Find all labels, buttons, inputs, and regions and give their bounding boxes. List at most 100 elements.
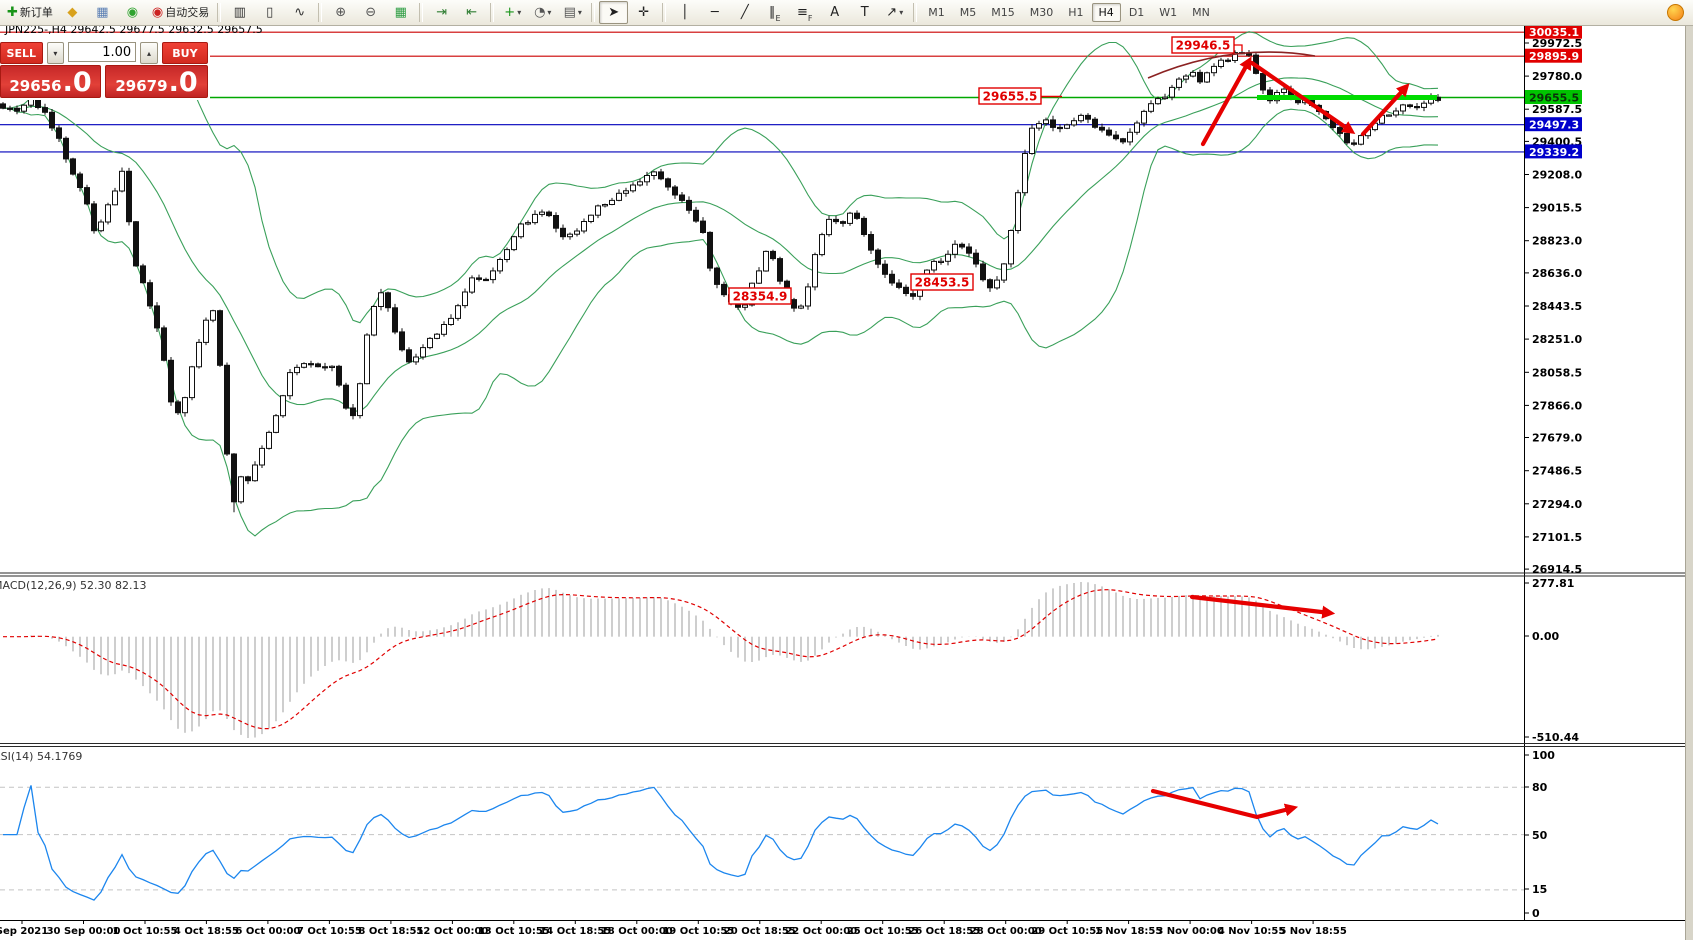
periods-button[interactable]: ◔ ▾ bbox=[528, 1, 557, 24]
toolbar-separator bbox=[419, 3, 424, 22]
community-icon[interactable] bbox=[1667, 4, 1684, 21]
timeframe-w1[interactable]: W1 bbox=[1159, 6, 1178, 19]
top-arc-annotation bbox=[1147, 51, 1316, 79]
new-order-icon: ✚ bbox=[7, 5, 18, 20]
zoom-in-icon: ⊕ bbox=[335, 5, 347, 20]
trendline-button[interactable]: ╱ bbox=[730, 1, 759, 24]
date-axis-label: 22 Oct 00:00 bbox=[785, 926, 857, 937]
buy-price-panel[interactable]: 29679 .0 bbox=[105, 65, 208, 98]
price-annotation-text: 29655.5 bbox=[983, 90, 1038, 104]
timeframe-m5[interactable]: M5 bbox=[959, 6, 977, 19]
price-badge: 30035.1 bbox=[1529, 26, 1579, 39]
date-axis-label: 19 Oct 10:55 bbox=[662, 926, 734, 937]
date-axis-label: 13 Oct 10:55 bbox=[478, 926, 550, 937]
text-label-button[interactable]: T bbox=[850, 1, 879, 24]
price-badge: 29895.9 bbox=[1529, 50, 1579, 63]
volume-decrease-button[interactable]: ▾ bbox=[46, 42, 65, 64]
line-chart-icon: ∿ bbox=[294, 5, 306, 20]
shapes-icon: ↗ bbox=[886, 5, 898, 20]
cursor-button[interactable]: ➤ bbox=[599, 1, 629, 24]
line-chart-button[interactable]: ∿ bbox=[285, 1, 314, 24]
chevron-down-icon: ▾ bbox=[517, 7, 522, 17]
bollinger-lower bbox=[2, 107, 1439, 537]
signal-button[interactable]: ◉ bbox=[118, 1, 147, 24]
shapes-button[interactable]: ↗ ▾ bbox=[880, 1, 909, 24]
sell-button[interactable]: SELL bbox=[0, 42, 43, 64]
toolbar-separator bbox=[490, 3, 495, 22]
new-order-button[interactable]: ✚ 新订单 bbox=[3, 1, 57, 24]
date-axis-label: 30 Sep 00:00 bbox=[47, 926, 121, 937]
text-button[interactable]: A bbox=[820, 1, 849, 24]
price-annotation-text: 28354.9 bbox=[733, 290, 788, 304]
date-axis-label: 28 Oct 00:00 bbox=[970, 926, 1042, 937]
price-axis-label: 26914.5 bbox=[1532, 563, 1582, 576]
price-badge: 29497.3 bbox=[1529, 119, 1579, 132]
date-axis-label: Sep 2021 bbox=[0, 926, 48, 937]
chart-title: JPN225-,H4 29642.5 29677.5 29632.5 29657… bbox=[5, 23, 263, 36]
timeframe-m15[interactable]: M15 bbox=[991, 6, 1015, 19]
timeframe-m1[interactable]: M1 bbox=[928, 6, 945, 19]
horizontal-line-button[interactable]: ─ bbox=[700, 1, 729, 24]
buy-button[interactable]: BUY bbox=[161, 42, 209, 64]
date-axis-label: 26 Oct 18:55 bbox=[908, 926, 980, 937]
volume-increase-button[interactable]: ▴ bbox=[140, 42, 158, 64]
bar-chart-icon: ▥ bbox=[233, 5, 246, 20]
market-watch-button[interactable]: ◆ bbox=[58, 1, 87, 24]
price-annotation-box bbox=[728, 287, 792, 305]
crosshair-button[interactable]: ✛ bbox=[629, 1, 658, 24]
autotrade-button-label: 自动交易 bbox=[165, 6, 210, 19]
toolbar: ✚ 新订单 ◆ ▦ ◉ ◉ 自动交易 ▥ ▯ ∿ ⊕ ⊖ ▦ ⇥ ⇤ + ▾ ◔ ▾ ▤ ▾ ➤ ✛ │ ─ ╱ ∥ E ≡ F A T ↗ ▾ M… bbox=[0, 0, 1693, 26]
price-axis-label: 29015.5 bbox=[1532, 202, 1582, 215]
timeframe-h1[interactable]: H1 bbox=[1068, 6, 1084, 19]
trend-arrow-up-2 bbox=[1360, 83, 1410, 137]
indicators-icon: + bbox=[504, 5, 516, 20]
window-edge bbox=[1685, 26, 1693, 940]
data-window-button[interactable]: ▦ bbox=[88, 1, 117, 24]
fibonacci-button[interactable]: ≡ F bbox=[790, 1, 819, 24]
timeframe-h4[interactable]: H4 bbox=[1091, 3, 1121, 22]
macd-axis-label: 277.81 bbox=[1532, 577, 1574, 590]
toolbar-separator bbox=[318, 3, 323, 22]
zoom-out-button[interactable]: ⊖ bbox=[356, 1, 385, 24]
sell-price-panel[interactable]: 29656 .0 bbox=[0, 65, 101, 98]
axes: 29972.529780.029587.529400.529208.029015… bbox=[0, 24, 1693, 937]
rsi-axis-label: 80 bbox=[1532, 781, 1548, 794]
timeframe-d1[interactable]: D1 bbox=[1128, 6, 1145, 19]
price-annotation-text: 29946.5 bbox=[1176, 39, 1231, 53]
sell-price-frac: .0 bbox=[62, 67, 92, 99]
price-axis-label: 29587.5 bbox=[1532, 103, 1582, 116]
tile-windows-icon: ▦ bbox=[394, 5, 407, 20]
buy-price-frac: .0 bbox=[168, 67, 198, 99]
indicators-button[interactable]: + ▾ bbox=[498, 1, 527, 24]
vertical-line-button[interactable]: │ bbox=[670, 1, 699, 24]
macd-pane-label: MACD(12,26,9) 52.30 82.13 bbox=[0, 579, 147, 592]
timeframe-m30[interactable]: M30 bbox=[1029, 6, 1054, 19]
templates-icon: ▤ bbox=[563, 5, 576, 20]
macd-pane bbox=[3, 582, 1439, 738]
date-axis-label: 6 Oct 00:00 bbox=[235, 926, 300, 937]
price-badge: 29339.2 bbox=[1529, 146, 1579, 159]
price-axis-label: 28058.5 bbox=[1532, 366, 1582, 379]
horizontal-line-icon: ─ bbox=[710, 5, 719, 20]
equidistant-channel-button[interactable]: ∥ E bbox=[760, 1, 789, 24]
toolbar-separator bbox=[217, 3, 222, 22]
date-axis-label: 12 Oct 00:00 bbox=[416, 926, 488, 937]
autotrade-button[interactable]: ◉ 自动交易 bbox=[148, 1, 213, 24]
price-axis-label: 28636.0 bbox=[1532, 267, 1582, 280]
chevron-down-icon: ▾ bbox=[899, 7, 904, 17]
timeframe-mn[interactable]: MN bbox=[1192, 6, 1210, 19]
templates-button[interactable]: ▤ ▾ bbox=[558, 1, 587, 24]
chart-shift-button[interactable]: ⇤ bbox=[457, 1, 486, 24]
volume-input[interactable] bbox=[68, 42, 137, 62]
trendline-icon: ╱ bbox=[740, 5, 749, 20]
tile-windows-button[interactable]: ▦ bbox=[386, 1, 415, 24]
macd-arrow bbox=[1189, 594, 1336, 619]
candlestick-chart-button[interactable]: ▯ bbox=[255, 1, 284, 24]
bollinger-bands bbox=[2, 31, 1439, 537]
one-click-trading-widget: SELL ▾ ▴ BUY 29656 .0 29679 .0 bbox=[0, 41, 210, 100]
auto-scroll-button[interactable]: ⇥ bbox=[427, 1, 456, 24]
vertical-line-icon: │ bbox=[680, 5, 689, 20]
zoom-in-button[interactable]: ⊕ bbox=[326, 1, 355, 24]
bar-chart-button[interactable]: ▥ bbox=[225, 1, 254, 24]
